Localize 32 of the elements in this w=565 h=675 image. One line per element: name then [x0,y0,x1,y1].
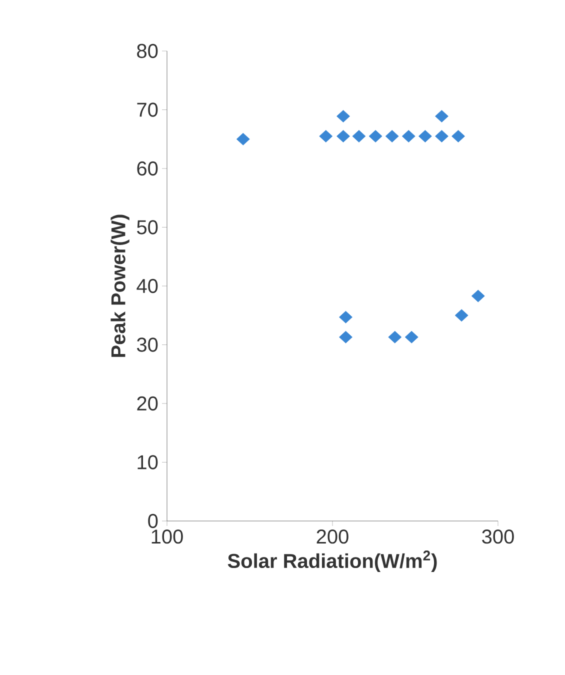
point [404,330,418,344]
point [319,130,333,142]
point [352,130,366,142]
point [435,110,448,122]
y-tick-label: 40 [136,278,158,294]
y-tick-label: 0 [148,514,158,528]
point [368,130,382,142]
x-axis-title: Solar Radiation(W/m$^{2}$) [228,550,437,572]
point [418,130,432,142]
y-tick-label: 10 [138,455,158,470]
y-tick-label: 50 [137,220,158,234]
y-tick-label: 80 [137,44,158,58]
y-axis-title: Peak Power(W) [110,214,130,357]
point [471,290,485,302]
y-tick-label: 20 [137,396,158,411]
point [236,132,250,146]
point [402,130,416,142]
point [336,110,350,122]
point [388,330,402,344]
point [385,130,399,142]
point [339,330,352,344]
point [435,130,448,142]
x-tick-label: 300 [482,530,514,544]
y-tick-label: 70 [137,102,158,117]
y-tick-label: 60 [137,161,158,176]
x-tick-label: 200 [316,530,348,544]
point [454,309,468,322]
x-tick-label: 100 [152,530,183,544]
point [339,310,352,324]
point [336,130,350,142]
y-tick-label: 30 [136,338,158,352]
point [452,130,465,142]
